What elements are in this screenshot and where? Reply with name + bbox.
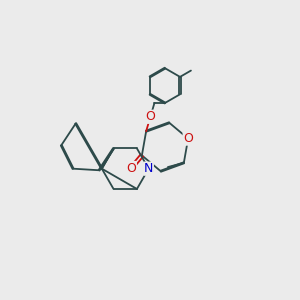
Text: N: N: [144, 162, 153, 175]
Text: O: O: [183, 132, 193, 145]
Text: O: O: [126, 161, 136, 175]
Text: O: O: [146, 110, 155, 123]
